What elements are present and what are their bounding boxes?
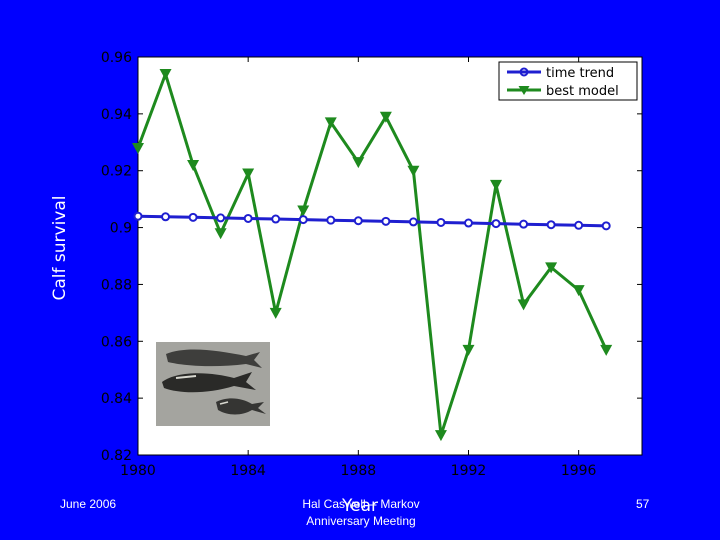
data-point-best-model <box>242 168 255 180</box>
data-point-time-trend <box>188 212 198 222</box>
data-point-best-model <box>187 160 200 172</box>
data-point-best-model <box>214 228 227 240</box>
data-point-best-model <box>269 307 282 319</box>
y-tick-label: 0.94 <box>101 107 132 123</box>
legend-marker-best-model <box>518 86 530 95</box>
data-point-time-trend <box>298 215 308 225</box>
data-point-time-trend <box>408 217 418 227</box>
footer-page-number: 57 <box>636 497 650 511</box>
series-line-time-trend <box>137 214 607 228</box>
data-point-best-model <box>297 205 310 217</box>
data-point-best-model <box>324 117 337 129</box>
y-tick-label: 0.96 <box>101 50 132 66</box>
footer-date: June 2006 <box>60 497 117 511</box>
data-point-time-trend <box>436 217 446 227</box>
data-point-best-model <box>462 344 475 356</box>
y-tick-label: 0.86 <box>101 334 132 350</box>
legend-label-time-trend: time trend <box>546 66 614 81</box>
data-point-time-trend <box>574 220 584 230</box>
x-tick-label: 1996 <box>561 463 597 479</box>
data-point-best-model <box>352 157 365 169</box>
x-tick-label: 1984 <box>230 463 266 479</box>
data-point-time-trend <box>381 216 391 226</box>
data-point-best-model <box>517 299 530 311</box>
data-point-best-model <box>572 285 585 297</box>
data-point-time-trend <box>519 219 529 229</box>
data-point-time-trend <box>216 213 226 223</box>
series-line-best-model <box>136 72 608 437</box>
footer-credit-line2: Anniversary Meeting <box>306 514 416 528</box>
y-tick-label: 0.82 <box>101 448 132 464</box>
y-tick-label: 0.9 <box>110 221 132 237</box>
x-axis-label: Year <box>342 496 378 516</box>
x-tick-label: 1992 <box>451 463 487 479</box>
y-tick-label: 0.88 <box>101 277 132 293</box>
legend-label-best-model: best model <box>546 84 619 99</box>
data-point-best-model <box>132 142 144 154</box>
data-point-time-trend <box>491 219 501 229</box>
data-point-best-model <box>490 179 503 191</box>
data-point-best-model <box>159 69 172 81</box>
data-point-time-trend <box>463 218 473 228</box>
data-point-best-model <box>379 111 392 123</box>
data-point-time-trend <box>133 211 143 221</box>
data-point-time-trend <box>326 215 336 225</box>
x-tick-label: 1988 <box>341 463 377 479</box>
legend: time trend best model <box>498 61 638 101</box>
right-whales-photo <box>156 342 270 426</box>
data-point-time-trend <box>601 221 611 231</box>
data-point-best-model <box>407 165 420 177</box>
x-tick-label: 1980 <box>120 463 156 479</box>
data-point-best-model <box>600 344 613 356</box>
y-tick-label: 0.84 <box>101 391 132 407</box>
data-point-time-trend <box>243 213 253 223</box>
y-axis-label: Calf survival <box>50 195 70 301</box>
data-point-best-model <box>434 430 447 442</box>
y-tick-label: 0.92 <box>101 164 132 180</box>
data-point-time-trend <box>161 212 171 222</box>
data-point-time-trend <box>546 220 556 230</box>
footer-credit: Hal Caswell -- Markov Anniversary Meetin… <box>276 496 446 530</box>
data-point-time-trend <box>353 216 363 226</box>
legend-marker-time-trend <box>519 67 529 77</box>
footer-credit-line1: Hal Caswell -- Markov <box>302 497 420 511</box>
data-point-best-model <box>545 262 558 274</box>
data-point-time-trend <box>271 214 281 224</box>
